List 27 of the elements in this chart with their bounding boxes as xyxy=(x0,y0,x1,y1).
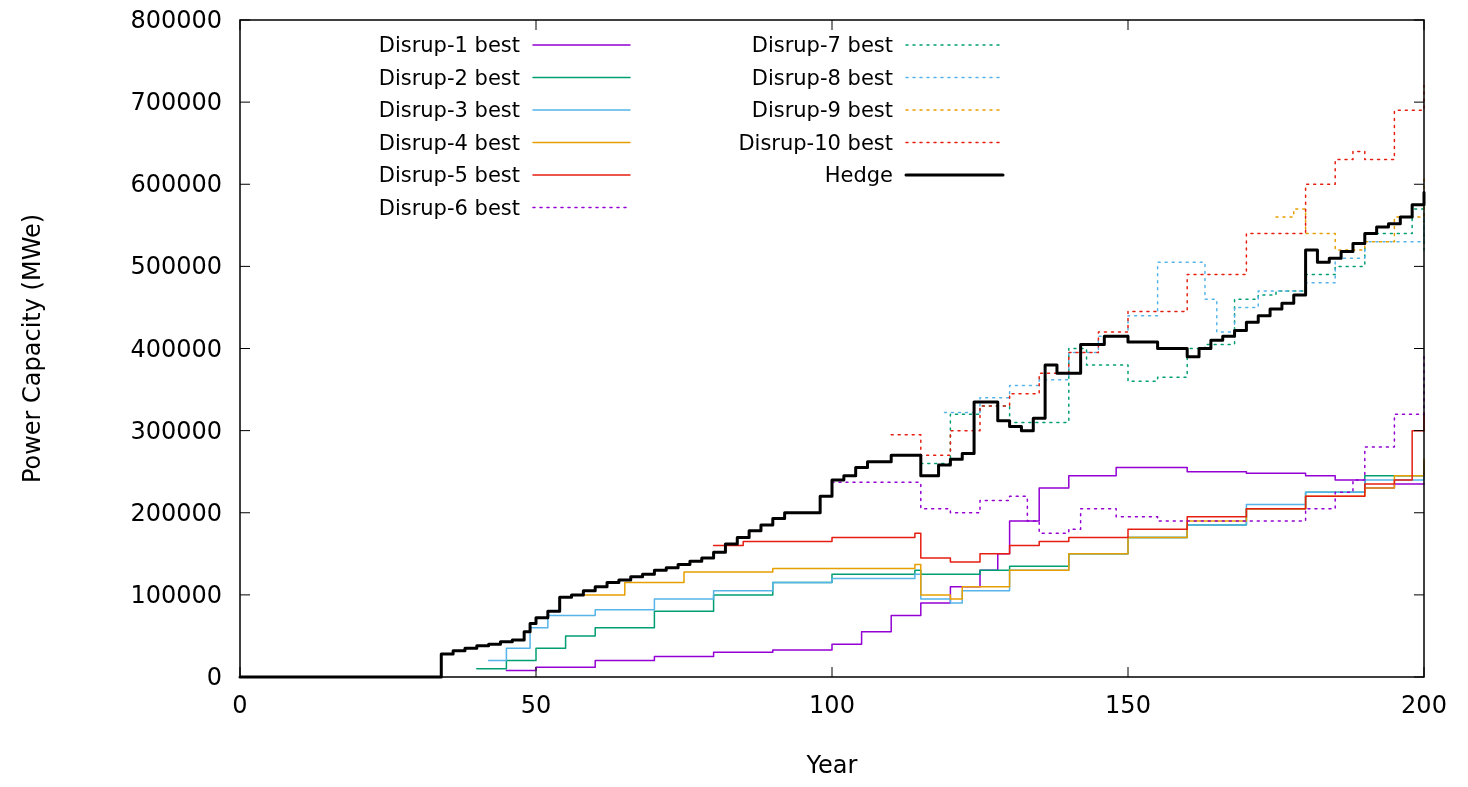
legend-label: Disrup-6 best xyxy=(378,195,520,220)
y-tick-label: 0 xyxy=(206,663,222,691)
legend-label: Disrup-8 best xyxy=(751,65,893,90)
y-tick-label: 300000 xyxy=(130,416,222,445)
y-tick-label: 400000 xyxy=(130,334,222,363)
x-tick-label: 50 xyxy=(520,691,552,719)
legend-label: Disrup-10 best xyxy=(738,130,893,155)
y-tick-label: 600000 xyxy=(130,170,222,199)
legend-label: Disrup-2 best xyxy=(378,65,520,90)
x-axis-title: Year xyxy=(805,751,858,779)
x-tick-label: 100 xyxy=(809,691,855,719)
legend-label: Disrup-7 best xyxy=(751,33,893,57)
y-tick-label: 100000 xyxy=(130,580,222,609)
y-axis-title: Power Capacity (MWe) xyxy=(18,213,46,484)
y-tick-label: 800000 xyxy=(130,6,222,34)
x-tick-label: 200 xyxy=(1401,691,1447,719)
legend-label: Disrup-1 best xyxy=(378,33,520,57)
legend-label: Disrup-5 best xyxy=(378,163,520,187)
legend-label: Disrup-9 best xyxy=(751,98,893,122)
legend-label: Disrup-4 best xyxy=(378,130,520,155)
x-tick-label: 0 xyxy=(232,691,248,719)
x-tick-label: 150 xyxy=(1105,691,1151,719)
y-tick-label: 500000 xyxy=(130,252,222,281)
y-tick-label: 700000 xyxy=(130,88,222,117)
legend-label: Hedge xyxy=(824,163,893,187)
legend-label: Disrup-3 best xyxy=(378,98,520,122)
y-tick-label: 200000 xyxy=(130,498,222,527)
